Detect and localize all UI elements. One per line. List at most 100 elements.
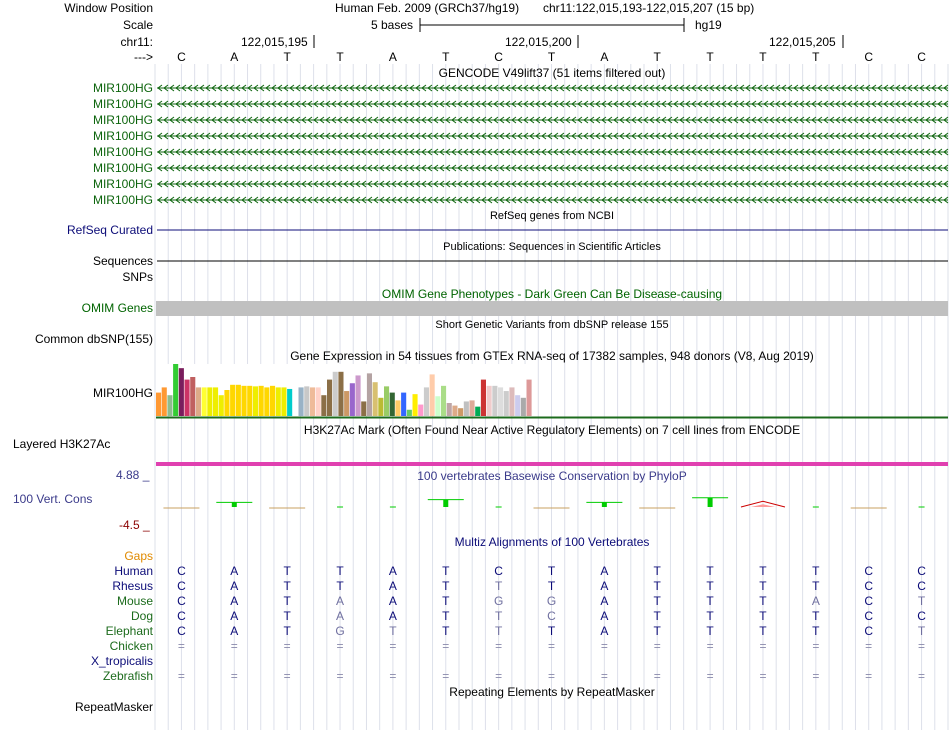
multiz-track-title[interactable]: Multiz Alignments of 100 Vertebrates: [454, 535, 650, 549]
multiz-aligned-base: A: [230, 579, 239, 593]
gtex-tissue-bar: [309, 387, 315, 416]
repeatmasker-track-label[interactable]: RepeatMasker: [74, 700, 153, 714]
gtex-tissue-bar: [469, 400, 475, 416]
gtex-tissue-bar: [378, 397, 384, 416]
multiz-aligned-base: C: [917, 609, 926, 623]
multiz-aligned-base: C: [177, 624, 186, 638]
multiz-species-label[interactable]: Elephant: [105, 624, 153, 638]
multiz-aligned-base: C: [864, 624, 874, 638]
publications-track-label[interactable]: Sequences: [92, 254, 153, 268]
coord-tick-1: 122,015,195: [241, 35, 308, 49]
gtex-tissue-bar: [247, 385, 253, 416]
gtex-tissue-bar: [230, 384, 236, 416]
genome-position[interactable]: chr11:122,015,193-122,015,207 (15 bp): [543, 1, 755, 15]
multiz-aligned-base: T: [706, 609, 714, 623]
multiz-aligned-base: =: [442, 639, 450, 653]
coord-tick-marks: [313, 35, 844, 48]
strand-arrow-label: --->: [134, 50, 153, 64]
multiz-aligned-base: =: [230, 639, 238, 653]
multiz-aligned-base: C: [177, 609, 186, 623]
gtex-tissue-bar: [520, 397, 526, 416]
multiz-species-label[interactable]: Rhesus: [112, 579, 153, 593]
gencode-transcript-label[interactable]: MIR100HG: [92, 193, 153, 207]
gtex-tissue-bar: [361, 401, 367, 416]
gtex-tissue-bar: [423, 387, 429, 416]
phylop-track-label[interactable]: 100 Vert. Cons: [13, 492, 93, 506]
multiz-aligned-base: C: [177, 594, 186, 608]
gencode-transcript-label[interactable]: MIR100HG: [92, 97, 153, 111]
gencode-transcript-label[interactable]: MIR100HG: [92, 81, 153, 95]
multiz-aligned-base: T: [283, 579, 291, 593]
gtex-tissue-bar: [401, 392, 407, 416]
multiz-aligned-base: T: [283, 624, 291, 638]
gtex-tissue-bar: [412, 394, 418, 416]
phylop-track-title[interactable]: 100 vertebrates Basewise Conservation by…: [417, 469, 687, 483]
multiz-aligned-base: =: [442, 669, 450, 683]
multiz-species-label[interactable]: X_tropicalis: [90, 654, 153, 668]
h3k27ac-track-title[interactable]: H3K27Ac Mark (Often Found Near Active Re…: [303, 423, 801, 437]
multiz-aligned-base: =: [389, 669, 397, 683]
gtex-gene-label[interactable]: MIR100HG: [92, 386, 153, 400]
gtex-track-title[interactable]: Gene Expression in 54 tissues from GTEx …: [290, 349, 814, 363]
multiz-aligned-base: =: [812, 669, 820, 683]
chrom-label: chr11:: [120, 35, 153, 49]
gtex-tissue-bar: [344, 391, 350, 416]
omim-track-label[interactable]: OMIM Genes: [81, 301, 153, 315]
gencode-strand-arrows: [157, 132, 949, 140]
multiz-aligned-base: C: [864, 594, 874, 608]
multiz-aligned-base: A: [600, 564, 609, 578]
phylop-positive-bar: [443, 499, 449, 507]
refseq-track-title[interactable]: RefSeq genes from NCBI: [489, 210, 615, 222]
multiz-aligned-base: T: [547, 579, 556, 593]
reference-base: C: [917, 50, 926, 64]
multiz-aligned-base: T: [759, 579, 767, 593]
gtex-tissue-bar: [264, 387, 270, 416]
multiz-aligned-base: C: [494, 564, 503, 578]
multiz-aligned-base: C: [177, 579, 186, 593]
multiz-aligned-base: A: [230, 594, 239, 608]
refseq-track-label[interactable]: RefSeq Curated: [66, 223, 153, 237]
multiz-species-label[interactable]: Zebrafish: [102, 669, 153, 683]
gtex-tissue-bar: [304, 386, 310, 416]
coord-tick-2: 122,015,200: [505, 35, 572, 49]
gtex-tissue-bar: [446, 403, 452, 416]
gencode-transcript-label[interactable]: MIR100HG: [92, 113, 153, 127]
multiz-species-label[interactable]: Human: [114, 564, 153, 578]
gtex-tissue-bar: [355, 375, 361, 416]
gtex-tissue-bar: [298, 387, 304, 416]
multiz-species-label[interactable]: Mouse: [116, 594, 153, 608]
multiz-species-label[interactable]: Dog: [130, 609, 153, 623]
multiz-aligned-base: =: [230, 669, 238, 683]
gtex-tissue-bar: [338, 371, 344, 416]
gencode-transcript-label[interactable]: MIR100HG: [92, 145, 153, 159]
repeatmasker-track-title[interactable]: Repeating Elements by RepeatMasker: [449, 685, 655, 699]
multiz-aligned-base: =: [600, 669, 608, 683]
multiz-aligned-base: =: [336, 639, 344, 653]
multiz-aligned-base: T: [494, 624, 503, 638]
multiz-aligned-base: T: [547, 624, 556, 638]
reference-base: C: [494, 50, 503, 64]
reference-base: A: [388, 50, 397, 64]
gencode-track-title[interactable]: GENCODE V49lift37 (51 items filtered out…: [438, 66, 666, 80]
publications-track-title[interactable]: Publications: Sequences in Scientific Ar…: [443, 241, 661, 253]
multiz-aligned-base: =: [177, 669, 185, 683]
multiz-aligned-base: G: [546, 594, 557, 608]
gtex-tissue-bar: [486, 385, 492, 416]
dbsnp-track-title[interactable]: Short Genetic Variants from dbSNP releas…: [435, 319, 669, 331]
multiz-aligned-base: T: [917, 624, 926, 638]
omim-track-title[interactable]: OMIM Gene Phenotypes - Dark Green Can Be…: [381, 287, 723, 301]
multiz-aligned-base: =: [336, 669, 344, 683]
multiz-aligned-base: =: [706, 669, 714, 683]
gencode-transcript-label[interactable]: MIR100HG: [92, 161, 153, 175]
h3k27ac-track-label[interactable]: Layered H3K27Ac: [13, 437, 111, 451]
gencode-transcript-label[interactable]: MIR100HG: [92, 129, 153, 143]
dbsnp-track-label[interactable]: Common dbSNP(155): [34, 332, 153, 346]
phylop-min-label: -4.5 _: [119, 518, 150, 532]
multiz-aligned-base: C: [864, 579, 874, 593]
gencode-transcript-label[interactable]: MIR100HG: [92, 177, 153, 191]
multiz-species-label[interactable]: Chicken: [109, 639, 153, 653]
gtex-tissue-bar: [173, 364, 179, 416]
multiz-aligned-base: A: [336, 609, 345, 623]
multiz-aligned-base: =: [283, 669, 291, 683]
